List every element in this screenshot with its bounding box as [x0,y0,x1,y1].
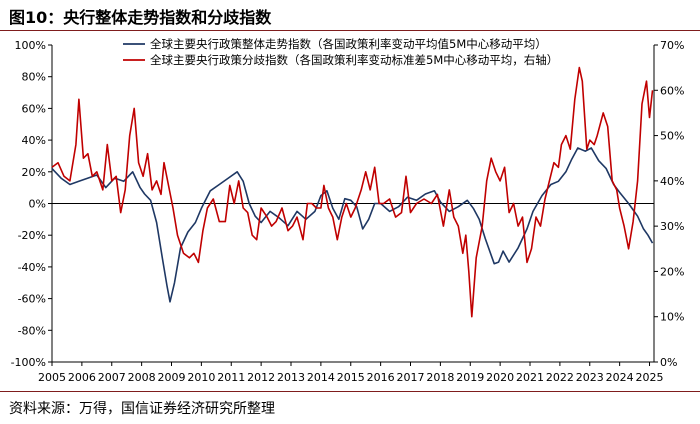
x-tick-label: 2017 [397,371,425,384]
left-tick-label: -100% [11,356,46,369]
x-tick-label: 2009 [158,371,186,384]
x-tick-label: 2006 [68,371,96,384]
x-tick-label: 2011 [217,371,245,384]
right-tick-label: 70% [660,39,684,52]
left-tick-label: 80% [22,71,46,84]
x-tick-label: 2005 [38,371,66,384]
left-tick-label: 20% [22,166,46,179]
right-tick-label: 0% [660,356,677,369]
source-divider [0,391,700,392]
x-tick-label: 2008 [128,371,156,384]
left-tick-label: -60% [18,293,46,306]
left-tick-label: -20% [18,229,46,242]
right-tick-label: 60% [660,84,684,97]
x-tick-label: 2019 [456,371,484,384]
left-tick-label: -40% [18,261,46,274]
x-tick-label: 2018 [426,371,454,384]
left-tick-label: 0% [29,198,46,211]
x-tick-label: 2024 [606,371,634,384]
left-tick-label: 100% [15,39,46,52]
left-tick-label: -80% [18,324,46,337]
series-layer [51,66,654,318]
x-tick-label: 2021 [516,371,544,384]
x-tick-label: 2025 [636,371,664,384]
x-tick-label: 2013 [277,371,305,384]
source-note: 资料来源：万得，国信证券经济研究所整理 [9,401,275,417]
x-tick-label: 2010 [187,371,215,384]
chart-title: 图10：央行整体走势指数和分歧指数 [9,8,272,27]
legend-label-divergence-index: 全球主要央行政策分歧指数（各国政策利率变动标准差5M中心移动平均，右轴） [150,53,558,67]
right-tick-label: 50% [660,130,684,143]
series-line-trend-index [51,147,654,303]
x-tick-label: 2007 [98,371,126,384]
legend: 全球主要央行政策整体走势指数（各国政策利率变动平均值5M中心移动平均） 全球主要央… [123,37,558,67]
x-tick-label: 2020 [486,371,514,384]
series-line-divergence-index [51,66,654,318]
legend-label-trend-index: 全球主要央行政策整体走势指数（各国政策利率变动平均值5M中心移动平均） [150,37,547,51]
right-tick-label: 20% [660,265,684,278]
right-tick-label: 30% [660,220,684,233]
right-tick-label: 40% [660,175,684,188]
right-tick-label: 10% [660,311,684,324]
x-tick-label: 2015 [337,371,365,384]
x-tick-label: 2023 [576,371,604,384]
left-tick-label: 60% [22,102,46,115]
x-tick-label: 2012 [247,371,275,384]
title-bar [0,0,700,31]
x-tick-label: 2016 [367,371,395,384]
x-tick-label: 2014 [307,371,335,384]
x-tick-label: 2022 [546,371,574,384]
left-tick-label: 40% [22,134,46,147]
axes: -100% -80% -60% -40% -20% 0% 20% 40% 60% 80% 100% 0… [11,39,685,384]
